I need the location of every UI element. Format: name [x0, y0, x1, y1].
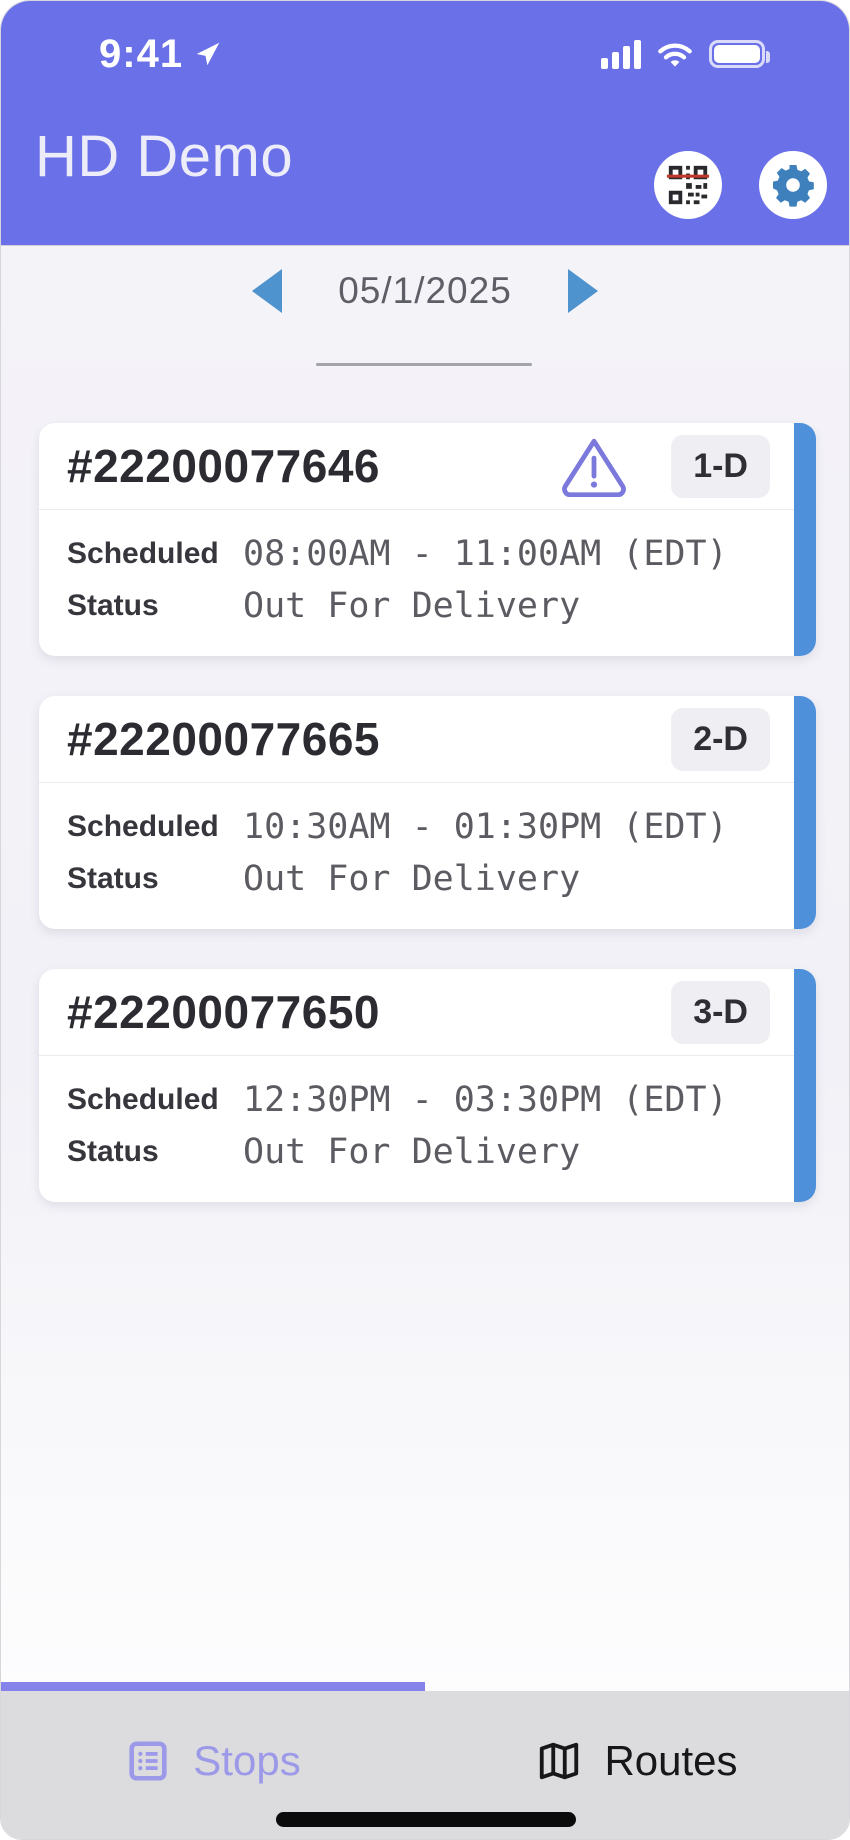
stop-sequence-badge: 1-D — [671, 434, 770, 498]
status-label: Status — [67, 589, 159, 622]
date-navigation: 05/1/2025 — [1, 253, 849, 373]
app-header: 9:41 HD Demo — [1, 1, 849, 246]
stops-list: #22200077646 1-D Scheduled 08:00AM - 11:… — [39, 423, 816, 1202]
scheduled-window: 12:30PM - 03:30PM (EDT) — [243, 1080, 728, 1120]
status-value: Out For Delivery — [243, 859, 581, 899]
cellular-signal-icon — [601, 39, 641, 69]
wifi-icon — [655, 39, 695, 69]
card-accent-bar — [794, 423, 816, 656]
card-accent-bar — [794, 969, 816, 1202]
card-divider — [39, 782, 794, 783]
settings-button[interactable] — [759, 151, 827, 219]
status-label: Status — [67, 1135, 159, 1168]
stops-list-icon — [125, 1738, 171, 1784]
stop-card[interactable]: #22200077650 3-D Scheduled 12:30PM - 03:… — [39, 969, 816, 1202]
home-indicator[interactable] — [276, 1812, 576, 1827]
routes-map-icon — [536, 1738, 582, 1784]
scheduled-label: Scheduled — [67, 537, 219, 570]
warning-icon — [557, 435, 631, 497]
stop-number: #22200077646 — [67, 440, 380, 492]
stop-card[interactable]: #22200077665 2-D Scheduled 10:30AM - 01:… — [39, 696, 816, 929]
qr-scan-button[interactable] — [654, 151, 722, 219]
status-time: 9:41 — [99, 32, 223, 77]
previous-day-arrow[interactable] — [252, 269, 283, 313]
stop-card[interactable]: #22200077646 1-D Scheduled 08:00AM - 11:… — [39, 423, 816, 656]
gear-icon — [769, 161, 817, 209]
tab-stops-label: Stops — [193, 1737, 301, 1784]
status-bar: 9:41 — [1, 31, 849, 77]
stop-sequence-badge: 3-D — [671, 980, 770, 1044]
battery-icon — [709, 40, 770, 68]
date-underline — [316, 363, 532, 366]
status-value: Out For Delivery — [243, 1132, 581, 1172]
selected-date[interactable]: 05/1/2025 — [338, 270, 512, 311]
tab-routes[interactable]: Routes — [425, 1737, 849, 1785]
card-accent-bar — [794, 696, 816, 929]
qr-code-icon — [665, 162, 711, 208]
active-tab-indicator — [1, 1682, 425, 1691]
scheduled-window: 08:00AM - 11:00AM (EDT) — [243, 534, 728, 574]
clock-text: 9:41 — [99, 31, 184, 76]
scheduled-label: Scheduled — [67, 1083, 219, 1116]
tab-stops[interactable]: Stops — [1, 1737, 425, 1785]
card-divider — [39, 1055, 794, 1056]
card-divider — [39, 509, 794, 510]
tab-routes-label: Routes — [604, 1737, 738, 1784]
status-label: Status — [67, 862, 159, 895]
stop-number: #22200077650 — [67, 986, 380, 1038]
location-arrow-icon — [193, 39, 223, 69]
status-value: Out For Delivery — [243, 586, 581, 626]
stop-number: #22200077665 — [67, 713, 380, 765]
stop-sequence-badge: 2-D — [671, 707, 770, 771]
next-day-arrow[interactable] — [567, 269, 598, 313]
scheduled-label: Scheduled — [67, 810, 219, 843]
page-title: HD Demo — [35, 124, 294, 189]
scheduled-window: 10:30AM - 01:30PM (EDT) — [243, 807, 728, 847]
